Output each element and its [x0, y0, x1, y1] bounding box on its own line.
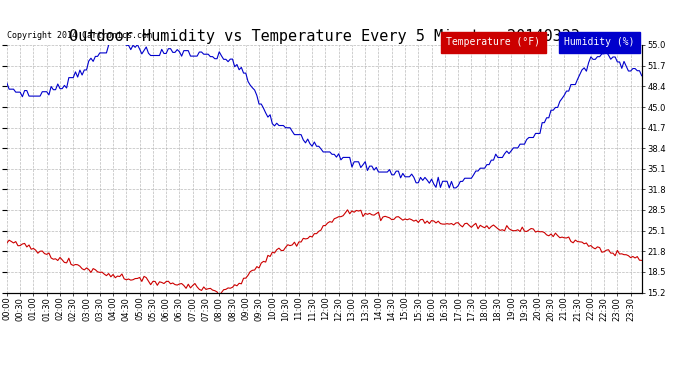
Text: Copyright 2014 Cartronics.com: Copyright 2014 Cartronics.com	[7, 31, 152, 40]
Legend: Temperature (°F), Humidity (%): Temperature (°F), Humidity (%)	[420, 35, 637, 49]
Title: Outdoor Humidity vs Temperature Every 5 Minutes 20140323: Outdoor Humidity vs Temperature Every 5 …	[69, 29, 580, 44]
